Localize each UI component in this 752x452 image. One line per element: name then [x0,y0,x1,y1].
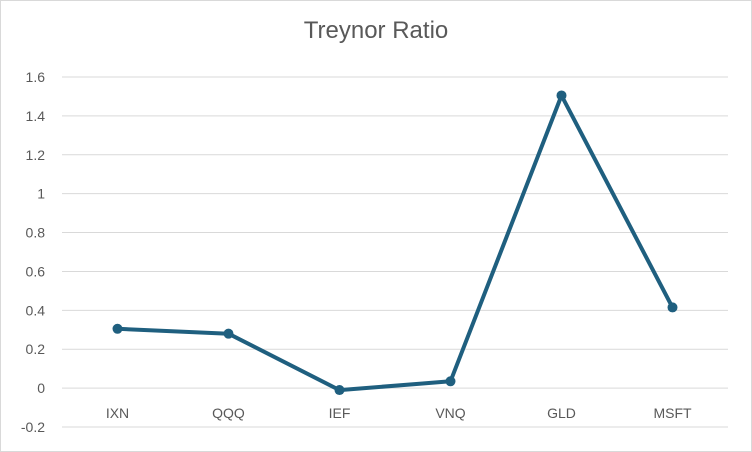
y-tick-label: 0 [37,380,45,396]
chart-title: Treynor Ratio [303,17,449,44]
x-tick-label: IEF [329,405,351,421]
data-point [112,323,123,334]
y-tick-label: 1.6 [26,69,46,85]
x-tick-label: IXN [106,405,129,421]
data-point [445,376,456,387]
y-tick-label: 0.4 [26,302,46,318]
y-tick-label: -0.2 [21,419,45,435]
data-point [667,302,678,313]
x-tick-label: QQQ [212,405,245,421]
y-tick-label: 0.8 [26,225,46,241]
y-tick-label: 0.6 [26,263,46,279]
y-tick-label: 1.4 [26,108,46,124]
x-tick-label: VNQ [435,405,465,421]
y-tick-label: 1 [37,186,45,202]
series-line [115,93,675,393]
x-axis-tick-labels: IXN QQQ IEF VNQ GLD MSFT [106,405,692,421]
gridlines [62,76,728,428]
data-point [556,90,567,101]
y-tick-label: 1.2 [26,147,46,163]
data-point [334,385,345,396]
x-tick-label: GLD [547,405,576,421]
y-axis-tick-labels: -0.2 0 0.2 0.4 0.6 0.8 1 1.2 1.4 1.6 [21,69,45,435]
data-point [223,328,234,339]
series-layer [112,90,678,396]
y-tick-label: 0.2 [26,341,46,357]
x-tick-label: MSFT [653,405,692,421]
